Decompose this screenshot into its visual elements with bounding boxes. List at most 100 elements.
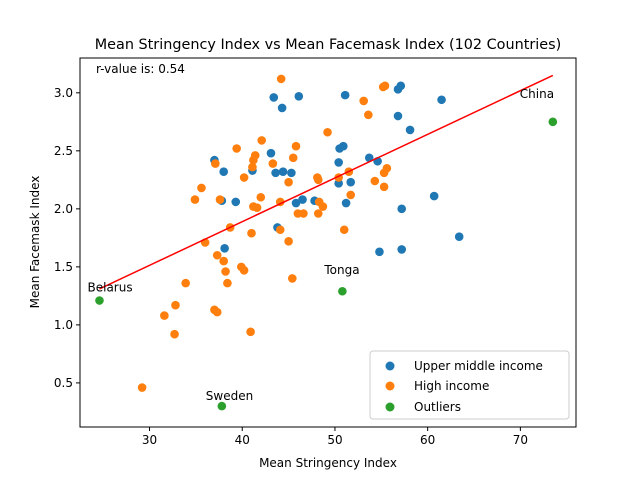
x-axis-ticks: 30 40 50 60 70: [142, 427, 528, 447]
chart-title: Mean Stringency Index vs Mean Facemask I…: [95, 37, 562, 53]
regression-line: [99, 74, 554, 290]
scatter-point-upper-middle-income: [278, 167, 288, 177]
legend-marker-upper-middle-income: [385, 361, 395, 371]
scatter-point-high-income: [364, 110, 373, 120]
x-tick-label: 70: [513, 433, 528, 447]
scatter-point-upper-middle-income: [266, 148, 276, 158]
r-value-annotation: r-value is: 0.54: [96, 62, 185, 76]
scatter-point-upper-middle-income: [271, 168, 280, 178]
scatter-point-upper-middle-income: [220, 244, 229, 253]
legend-label-high-income: High income: [414, 379, 489, 393]
scatter-point-upper-middle-income: [231, 197, 241, 207]
scatter-point-high-income: [215, 195, 225, 204]
legend-box: [369, 350, 570, 420]
scatter-point-upper-middle-income: [396, 81, 406, 91]
y-axis-label: Mean Facemask Index: [28, 176, 42, 309]
scatter-point-high-income: [370, 176, 380, 186]
scatter-point-high-income: [276, 74, 286, 84]
scatter-point-high-income: [249, 155, 258, 165]
scatter-point-outliers: [95, 296, 104, 305]
scatter-point-high-income: [256, 192, 266, 202]
point-label-sweden: Sweden: [206, 389, 253, 403]
scatter-point-upper-middle-income: [397, 245, 407, 254]
legend-marker-high-income: [385, 381, 395, 391]
scatter-point-high-income: [221, 267, 230, 276]
scatter-point-upper-middle-income: [393, 111, 403, 121]
scatter-point-high-income: [239, 173, 249, 182]
y-tick-label: 1.0: [54, 318, 73, 332]
scatter-point-high-income: [359, 96, 368, 106]
scatter-point-high-income: [323, 127, 332, 137]
scatter-point-high-income: [288, 153, 298, 163]
scatter-point-high-income: [275, 225, 285, 235]
scatter-point-upper-middle-income: [429, 191, 439, 201]
scatter-point-upper-middle-income: [294, 91, 304, 101]
scatter-point-high-income: [284, 177, 293, 187]
scatter-point-upper-middle-income: [334, 158, 343, 167]
scatter-point-upper-middle-income: [375, 247, 384, 257]
scatter-point-high-income: [181, 278, 190, 288]
y-axis-ticks: 0.5 1.0 1.5 2.0 2.5 3.0: [54, 86, 80, 390]
y-tick-label: 2.5: [54, 144, 73, 158]
legend-label-outliers: Outliers: [414, 400, 461, 414]
scatter-point-upper-middle-income: [437, 95, 446, 105]
scatter-point-upper-middle-income: [291, 198, 301, 208]
point-label-belarus: Belarus: [88, 281, 133, 295]
scatter-point-upper-middle-income: [287, 168, 296, 178]
scatter-point-upper-middle-income: [405, 125, 415, 135]
scatter-point-high-income: [211, 159, 220, 168]
scatter-point-outliers: [548, 117, 558, 127]
scatter-point-high-income: [232, 144, 241, 153]
scatter-point-high-income: [170, 329, 179, 339]
scatter-point-upper-middle-income: [219, 167, 228, 177]
x-tick-label: 30: [142, 433, 157, 447]
scatter-point-upper-middle-income: [269, 93, 279, 102]
scatter-point-high-income: [246, 327, 255, 337]
legend: Upper middle income High income Outliers: [369, 350, 570, 420]
scatter-point-upper-middle-income: [364, 153, 374, 163]
x-tick-label: 60: [420, 433, 435, 447]
scatter-point-high-income: [299, 209, 308, 218]
scatter-point-high-income: [223, 278, 232, 288]
scatter-point-high-income: [379, 182, 389, 192]
scatter-point-high-income: [160, 311, 169, 320]
y-tick-label: 2.0: [54, 202, 73, 216]
scatter-point-high-income: [379, 168, 389, 178]
scatter-point-high-income: [318, 202, 328, 211]
legend-marker-outliers: [385, 402, 395, 412]
x-axis-label: Mean Stringency Index: [259, 456, 397, 470]
scatter-point-upper-middle-income: [454, 232, 464, 241]
x-tick-label: 50: [327, 433, 342, 447]
y-tick-label: 3.0: [54, 86, 73, 100]
y-tick-label: 0.5: [54, 376, 73, 390]
scatter-point-high-income: [346, 190, 356, 200]
scatter-point-high-income: [212, 250, 222, 260]
scatter-point-high-income: [257, 136, 267, 145]
plot-area: Belarus Tonga Sweden China: [88, 74, 558, 411]
scatter-point-high-income: [137, 383, 147, 392]
scatter-point-high-income: [171, 300, 180, 310]
scatter-point-high-income: [380, 81, 390, 91]
scatter-point-upper-middle-income: [339, 141, 348, 151]
scatter-point-high-income: [197, 183, 206, 193]
scatter-point-high-income: [219, 256, 228, 266]
scatter-point-high-income: [339, 225, 349, 235]
legend-label-upper-middle-income: Upper middle income: [414, 359, 543, 373]
scatter-point-high-income: [248, 162, 257, 172]
scatter-point-upper-middle-income: [277, 103, 287, 113]
scatter-point-high-income: [252, 203, 262, 212]
scatter-point-upper-middle-income: [346, 177, 356, 187]
scatter-point-high-income: [284, 237, 293, 246]
scatter-point-outliers: [217, 401, 227, 411]
scatter-point-upper-middle-income: [341, 198, 351, 208]
scatter-point-high-income: [239, 266, 249, 275]
point-label-china: China: [520, 87, 554, 101]
x-tick-label: 40: [235, 433, 250, 447]
scatter-point-high-income: [291, 141, 301, 151]
scatter-point-high-income: [190, 195, 200, 204]
scatter-point-high-income: [268, 159, 278, 168]
scatter-point-upper-middle-income: [298, 195, 307, 204]
scatter-point-upper-middle-income: [340, 90, 350, 100]
scatter-point-high-income: [247, 228, 256, 238]
